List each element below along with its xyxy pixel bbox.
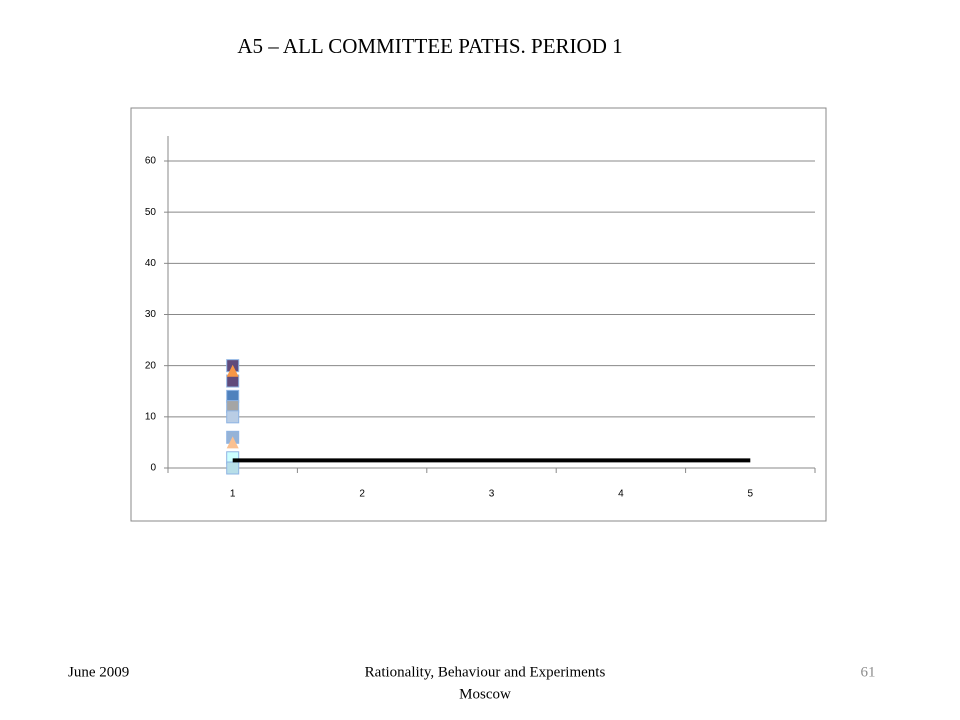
- footer-event: Rationality, Behaviour and Experiments: [365, 664, 606, 680]
- point-marker: [226, 461, 240, 475]
- point-marker: [226, 374, 240, 388]
- point-marker: [226, 410, 240, 424]
- y-tick-label: 0: [150, 463, 156, 474]
- y-tick-label: 50: [145, 207, 157, 218]
- x-tick-label: 2: [359, 489, 365, 500]
- x-tick-label: 5: [748, 489, 754, 500]
- y-tick-label: 60: [145, 156, 157, 167]
- footer-date: June 2009: [68, 664, 129, 680]
- footer-location: Moscow: [459, 686, 511, 702]
- x-tick-label: 1: [230, 489, 236, 500]
- x-tick-label: 3: [489, 489, 495, 500]
- y-tick-label: 30: [145, 309, 157, 320]
- y-tick-label: 10: [145, 411, 157, 422]
- x-tick-label: 4: [618, 489, 624, 500]
- point-marker: [226, 364, 239, 377]
- y-tick-label: 40: [145, 258, 157, 269]
- slide-title: A5 – ALL COMMITTEE PATHS. PERIOD 1: [237, 34, 622, 58]
- page-number: 61: [861, 664, 876, 680]
- y-tick-label: 20: [145, 360, 157, 371]
- point-marker: [226, 436, 239, 449]
